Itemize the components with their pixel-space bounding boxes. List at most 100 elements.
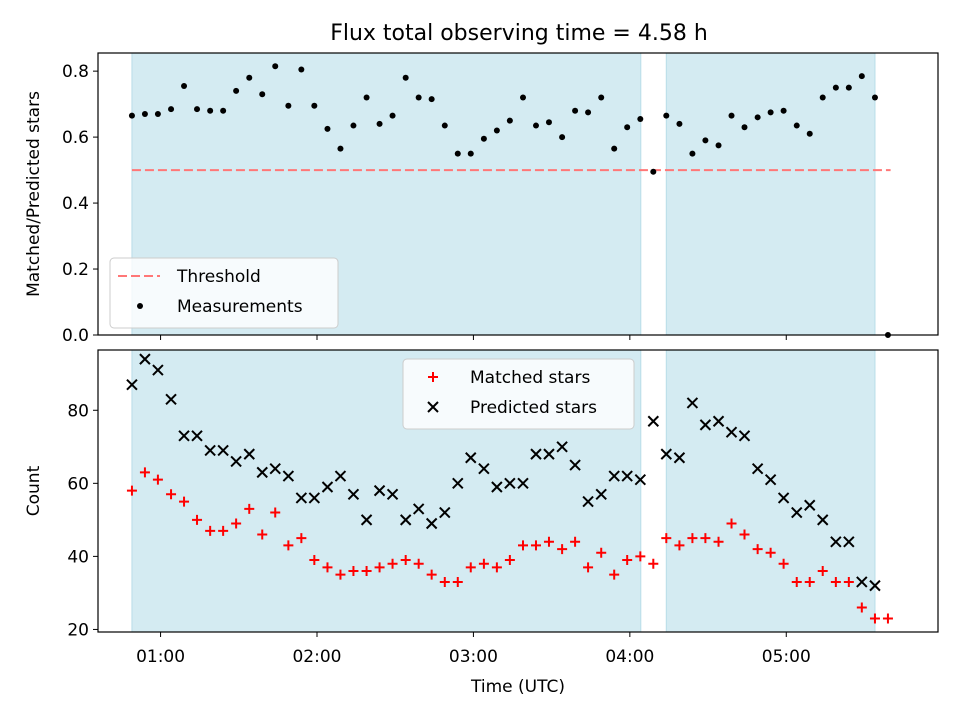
- predicted-star-point: [399, 514, 412, 526]
- matched-star-point: [426, 569, 437, 580]
- matched-star-point: [413, 558, 424, 569]
- measurement-point: [194, 106, 201, 113]
- legend-box: [402, 358, 635, 430]
- matched-star-point: [139, 467, 150, 478]
- observing-interval-1: [665, 349, 876, 633]
- measurement-point: [454, 150, 461, 157]
- measurement-point: [598, 94, 605, 101]
- measurement-point: [298, 66, 305, 73]
- predicted-star-point: [660, 448, 672, 460]
- measurement-point: [637, 115, 644, 122]
- predicted-star-point: [543, 448, 555, 460]
- matched-star-point: [609, 569, 620, 580]
- measurement-point: [285, 102, 292, 109]
- matched-star-point: [583, 562, 594, 573]
- predicted-star-point: [126, 378, 138, 391]
- predicted-star-point: [699, 419, 712, 431]
- measurement-point: [141, 111, 148, 118]
- matched-star-point: [192, 514, 203, 525]
- measurement-point: [585, 109, 592, 116]
- predicted-star-point: [373, 484, 386, 497]
- axes-frame: [97, 52, 939, 336]
- predicted-star-point: [347, 488, 360, 500]
- predicted-star-point: [530, 448, 542, 460]
- matched-star-point: [700, 533, 711, 544]
- predicted-star-point: [869, 579, 881, 592]
- matched-star-point: [648, 558, 659, 569]
- x-tick-label: 05:00: [762, 647, 811, 667]
- measurement-point: [493, 127, 500, 134]
- predicted-star-point: [269, 463, 281, 475]
- predicted-star-point: [569, 459, 581, 471]
- predicted-star-point: [621, 470, 633, 482]
- matched-star-point: [218, 525, 229, 536]
- measurement-point: [845, 84, 852, 91]
- predicted-star-point: [751, 463, 764, 475]
- ratio-panel: 0.0 0.2 0.4 0.6 0.8 Matched/Predicted stars Th…: [24, 52, 939, 346]
- matched-star-point: [348, 565, 359, 576]
- legend-predicted-swatch: [427, 401, 439, 413]
- predicted-star-point: [764, 473, 777, 486]
- measurement-point: [676, 120, 683, 127]
- measurement-point: [793, 122, 800, 129]
- predicted-star-point: [465, 452, 477, 464]
- measurement-point: [520, 94, 527, 101]
- matched-star-point: [778, 558, 789, 569]
- predicted-star-point: [256, 466, 268, 479]
- x-axis-label: Time (UTC): [470, 677, 565, 697]
- measurement-point: [715, 142, 722, 149]
- matched-star-point: [361, 565, 372, 576]
- legend-label: Threshold: [176, 267, 261, 287]
- measurement-point: [168, 106, 175, 113]
- measurement-point: [663, 112, 670, 119]
- matched-star-point: [166, 489, 177, 500]
- measurement-point: [350, 122, 357, 129]
- measurement-point: [689, 150, 696, 157]
- matched-star-point: [374, 562, 385, 573]
- measurement-point: [754, 114, 761, 121]
- predicted-star-point: [139, 353, 151, 365]
- predicted-star-point: [165, 393, 177, 406]
- matched-star-point: [283, 540, 294, 551]
- y-tick-label: 0.2: [62, 260, 89, 280]
- measurement-point: [480, 135, 487, 142]
- y-tick-label: 20: [67, 620, 89, 640]
- matched-star-point: [713, 536, 724, 547]
- measurement-point: [389, 112, 396, 119]
- y-tick-label: 40: [67, 547, 89, 567]
- predicted-star-point: [386, 488, 399, 500]
- predicted-star-point: [804, 499, 816, 511]
- counts-panel: 20 40 60 80 01:00 02:00 03:00 04:00 05:00 Count Ti…: [24, 349, 939, 697]
- predicted-star-point: [191, 430, 203, 442]
- measurement-point: [181, 82, 188, 89]
- observing-interval-1: [665, 52, 876, 336]
- matched-star-point: [504, 555, 515, 566]
- measurement-point: [611, 145, 618, 152]
- matched-star-point: [596, 547, 607, 558]
- matched-star-point: [126, 485, 137, 496]
- matched-star-point: [452, 576, 463, 587]
- measurement-point: [871, 94, 878, 101]
- matched-star-point: [687, 533, 698, 544]
- axes-frame: [97, 349, 939, 633]
- x-tick-label: 01:00: [136, 647, 185, 667]
- predicted-star-point: [230, 455, 242, 468]
- predicted-star-point: [295, 492, 308, 504]
- measurement-point: [741, 124, 748, 131]
- y-tick-label: 80: [67, 401, 89, 421]
- y-tick-label: 0.8: [62, 62, 89, 82]
- measurement-point: [428, 96, 435, 103]
- predicted-star-point: [504, 477, 516, 490]
- matched-star-point: [543, 536, 554, 547]
- measurement-point: [376, 120, 383, 127]
- measurement-point: [572, 107, 579, 114]
- y-axis-label: Matched/Predicted stars: [24, 91, 44, 297]
- legend-label: Matched stars: [470, 368, 590, 388]
- measurement-point: [259, 91, 266, 98]
- matched-star-point: [296, 533, 307, 544]
- matched-star-point: [856, 602, 867, 613]
- predicted-star-point: [334, 470, 347, 482]
- legend-measurement-swatch: [137, 303, 143, 309]
- predicted-star-point: [777, 492, 790, 504]
- matched-star-point: [270, 507, 281, 518]
